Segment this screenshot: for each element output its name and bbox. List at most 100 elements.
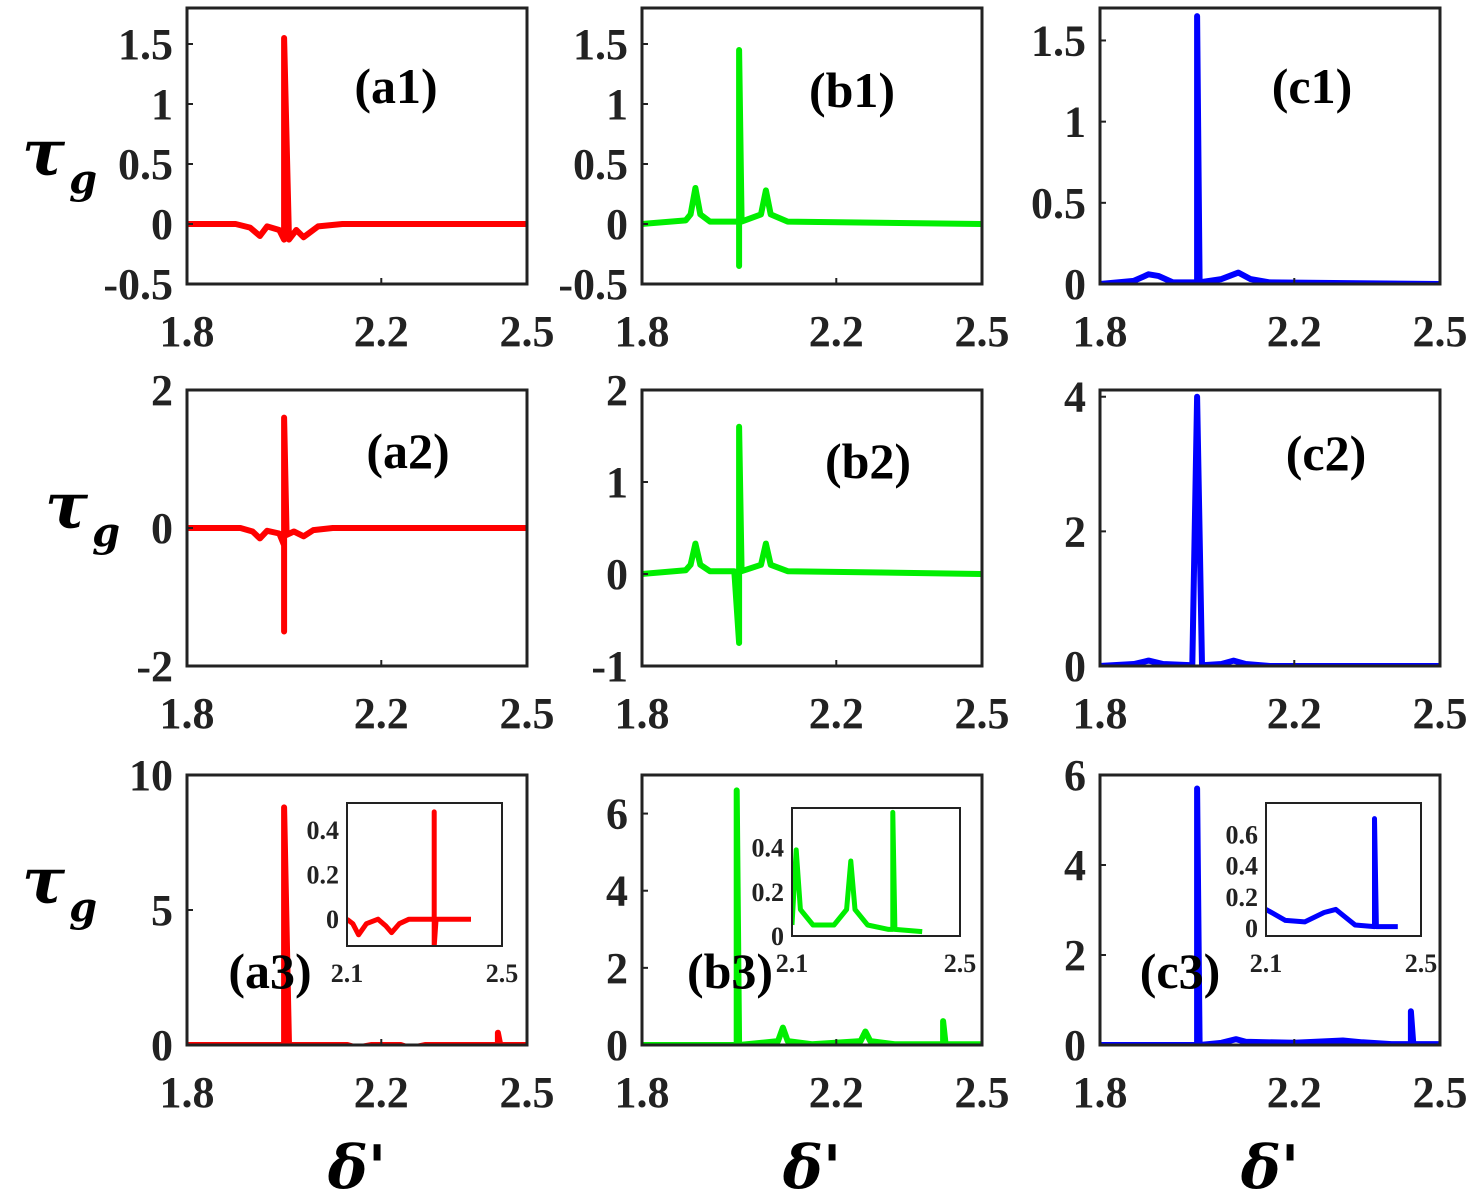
- y-tick-label: 0: [151, 504, 173, 553]
- y-tick-label: 1.5: [1031, 16, 1086, 65]
- axes-frame-c1: [1098, 6, 1442, 286]
- y-tick-label: 6: [606, 790, 628, 839]
- y-tick-label: 0: [1064, 1021, 1086, 1070]
- inset-c3: 00.20.4 0.6 2.1 2.5: [1226, 800, 1438, 978]
- inset-y-tick-label: 0.4: [1226, 852, 1259, 881]
- panel-label-c3: (c3): [1140, 943, 1221, 999]
- x-tick-label: 2.5: [500, 689, 555, 738]
- inset-a3: 0 0.2 0.4 2.1 2.5: [307, 800, 519, 988]
- x-tick-label: 2.2: [809, 307, 864, 356]
- inset-x-tick-label: 2.1: [1250, 949, 1283, 978]
- y-tick-label: 0: [151, 200, 173, 249]
- x-tick-label: 2.5: [500, 1068, 555, 1117]
- x-tick-label: 1.8: [615, 307, 670, 356]
- y-tick-label: -0.5: [558, 260, 628, 309]
- x-tick-label: 2.5: [1413, 1068, 1468, 1117]
- y-tick-label: -0.5: [103, 260, 173, 309]
- x-tick-label: 2.2: [809, 689, 864, 738]
- inset-b3: 0 0.2 0.4 2.1 2.5: [752, 805, 977, 978]
- x-tick-label: 2.2: [1267, 1068, 1322, 1117]
- y-tick-label: 4: [606, 867, 628, 916]
- panel-label-a2: (a2): [366, 423, 449, 479]
- x-tick-label: 1.8: [615, 1068, 670, 1117]
- panel-b2: -1 0 1 2 1.8 2.2 2.5 (b2): [591, 366, 1009, 738]
- axes-frame-b1: [640, 6, 984, 286]
- y-tick-label: 2: [606, 366, 628, 415]
- x-tick-label: 2.2: [1267, 689, 1322, 738]
- x-tick-label: 2.2: [809, 1068, 864, 1117]
- y-tick-label: 0.5: [1031, 179, 1086, 228]
- x-tick-label: 2.5: [955, 1068, 1010, 1117]
- x-axis-label: δ': [327, 1133, 386, 1200]
- y-tick-label: -1: [591, 642, 628, 691]
- x-tick-label: 2.5: [955, 307, 1010, 356]
- y-tick-label: 5: [151, 886, 173, 935]
- panel-b1: -0.5 0 0.5 1 1.5 1.8 2.2 2.5 (b1): [558, 6, 1010, 356]
- y-tick-label: 1: [606, 458, 628, 507]
- axes-frame-a1: [185, 6, 529, 286]
- panel-label-c2: (c2): [1286, 425, 1367, 481]
- panel-a2: -2 0 2 1.8 2.2 2.5 (a2) τ g: [45, 366, 555, 738]
- inset-y-tick-label: 0.2: [752, 878, 785, 907]
- x-tick-label: 2.5: [500, 307, 555, 356]
- x-tick-label: 1.8: [1073, 689, 1128, 738]
- inset-y-tick-label: 0.2: [307, 861, 340, 890]
- y-tick-label: 4: [1064, 373, 1086, 422]
- inset-x-tick-label: 2.1: [331, 959, 364, 988]
- x-tick-label: 1.8: [1073, 1068, 1128, 1117]
- x-axis-label: δ': [1240, 1133, 1299, 1200]
- series-line-a2: [188, 414, 526, 635]
- panel-c2: 0 2 4 1.8 2.2 2.5 (c2): [1064, 373, 1468, 738]
- panel-label-a1: (a1): [354, 58, 437, 114]
- inset-y-tick-label: 0: [326, 905, 339, 934]
- x-axis-label: δ': [782, 1133, 841, 1200]
- inset-x-tick-label: 2.5: [944, 949, 977, 978]
- y-tick-label: -2: [136, 642, 173, 691]
- panel-label-a3: (a3): [228, 943, 311, 999]
- inset-y-tick-label: 0.4: [752, 834, 785, 863]
- y-tick-label: 0: [1064, 642, 1086, 691]
- y-tick-label: 2: [606, 944, 628, 993]
- panel-label-b3: (b3): [687, 943, 773, 999]
- y-tick-label: 0: [1064, 260, 1086, 309]
- series-line-a3: [188, 804, 526, 1044]
- panel-label-b2: (b2): [825, 433, 911, 489]
- series-line-a1: [188, 35, 526, 243]
- x-tick-label: 2.5: [955, 689, 1010, 738]
- x-tick-label: 1.8: [1073, 307, 1128, 356]
- series-line-c2: [1101, 393, 1439, 665]
- x-tick-label: 1.8: [160, 1068, 215, 1117]
- inset-y-tick-label: 0.6: [1226, 820, 1259, 849]
- x-tick-label: 1.8: [160, 307, 215, 356]
- axes-frame-c3: [1098, 773, 1442, 1047]
- y-tick-label: 0.5: [573, 140, 628, 189]
- inset-y-tick-label: 0: [1245, 914, 1258, 943]
- axes-frame-b3: [640, 773, 984, 1047]
- y-tick-label: 10: [129, 751, 173, 800]
- inset-x-tick-label: 2.1: [776, 949, 809, 978]
- x-tick-label: 2.2: [354, 1068, 409, 1117]
- inset-x-tick-label: 2.5: [1405, 949, 1438, 978]
- x-tick-label: 2.2: [354, 307, 409, 356]
- x-tick-label: 2.5: [1413, 307, 1468, 356]
- y-tick-label: 2: [1064, 931, 1086, 980]
- x-tick-label: 2.2: [354, 689, 409, 738]
- panel-label-b1: (b1): [809, 62, 895, 118]
- inset-x-tick-label: 2.5: [486, 959, 519, 988]
- axes-frame-b2: [640, 388, 984, 668]
- inset-frame: [1265, 802, 1422, 937]
- series-line-b2: [643, 423, 981, 646]
- y-tick-label: 2: [151, 366, 173, 415]
- inset-series-line: [1267, 816, 1398, 930]
- y-tick-label: 2: [1064, 507, 1086, 556]
- panel-a1: -0.5 0 0.5 1 1.5 1.8 2.2 2.5 (a1) τ g: [22, 6, 555, 356]
- inset-y-tick-label: 0.4: [307, 816, 340, 845]
- axes-frame-c2: [1098, 388, 1442, 668]
- y-tick-label: 6: [1064, 751, 1086, 800]
- series-line-b1: [643, 47, 981, 269]
- panel-a3: 0 5 10 1.8 2.2 2.5 (a3) τ g δ' 0 0.2 0.4 2.1 2.5: [22, 751, 555, 1200]
